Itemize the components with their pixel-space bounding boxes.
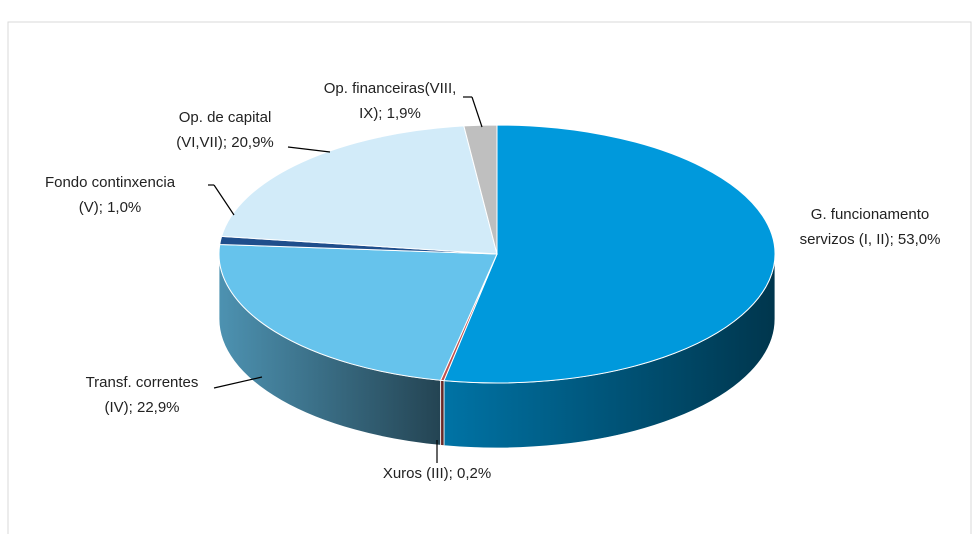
data-label: Fondo continxencia bbox=[45, 174, 176, 191]
slice bbox=[463, 124, 498, 255]
slice bbox=[220, 125, 498, 255]
slice-side bbox=[440, 379, 445, 447]
leader-line bbox=[471, 96, 483, 128]
data-label: Op. financeiras(VIII, bbox=[324, 80, 457, 97]
data-label: (V); 1,0% bbox=[79, 199, 142, 216]
slice bbox=[218, 243, 498, 381]
data-label: Transf. correntes bbox=[86, 374, 199, 391]
chart-frame bbox=[7, 21, 972, 539]
data-label: G. funcionamento bbox=[811, 206, 929, 223]
leader-line bbox=[287, 146, 331, 153]
data-label: Xuros (III); 0,2% bbox=[383, 465, 491, 482]
slice bbox=[443, 124, 776, 384]
data-label: IX); 1,9% bbox=[359, 105, 421, 122]
leader-line bbox=[213, 184, 235, 216]
data-label: (IV); 22,9% bbox=[104, 399, 179, 416]
data-label: Op. de capital bbox=[179, 109, 272, 126]
leader-line bbox=[213, 376, 263, 389]
data-label: (VI,VII); 20,9% bbox=[176, 134, 274, 151]
data-label: servizos (I, II); 53,0% bbox=[800, 231, 941, 248]
